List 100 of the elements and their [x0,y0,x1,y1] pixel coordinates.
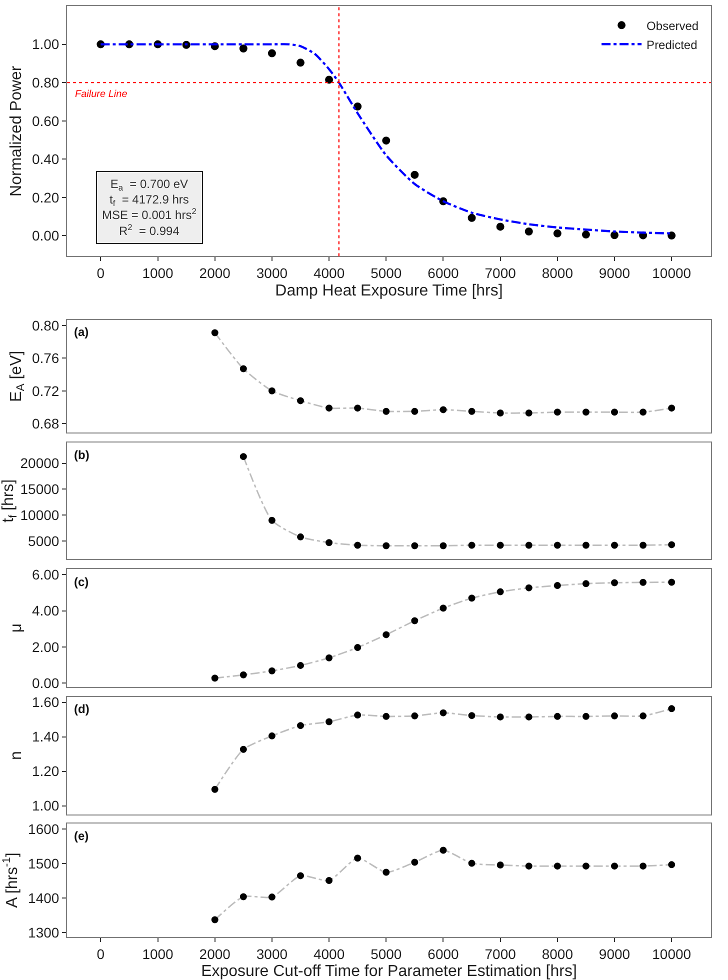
point [468,408,476,415]
point [211,329,218,336]
x-tick-label: 1000 [142,946,174,962]
ref-line-label: Failure Line [75,89,128,100]
x-tick-label: 2000 [199,264,231,281]
x-tick-label: 4000 [313,264,345,281]
x-tick-label: 4000 [313,946,345,962]
point [668,578,676,586]
point [354,542,362,549]
point [411,542,418,550]
x-tick-label: 2000 [199,946,231,962]
x-tick-label: 10000 [652,946,692,962]
y-tick-label: 1500 [28,856,60,872]
x-tick-label: 8000 [542,946,574,962]
point [354,404,362,412]
point [496,588,504,596]
point [496,713,504,720]
y-tick-label: 1.00 [32,798,60,814]
x-tick-label: 1000 [142,264,174,281]
y-tick-label: 4.00 [32,602,60,619]
point [325,76,334,84]
x-tick-label: 0 [96,946,105,962]
y-tick-label: 2.00 [32,638,60,655]
y-tick-label: 0.00 [32,228,60,244]
y-tick-label: 5000 [28,532,60,549]
point [525,862,532,870]
y-tick-label: 1600 [28,821,60,838]
x-axis-title: Exposure Cut-off Time for Parameter Estimation [hrs] [201,963,577,980]
point [354,712,362,719]
point [411,617,418,624]
annotation: MSE = 0.001 hrs$^{2}$ [102,206,197,222]
y-tick-label: 15000 [20,481,60,498]
point [297,722,304,730]
point [668,404,676,412]
point [211,916,218,924]
y-tick-label: 0.68 [32,416,60,432]
y-tick-label: 0.80 [32,317,60,334]
point [326,877,333,884]
point [440,846,447,854]
point [268,894,276,901]
point [668,861,676,868]
point [411,858,418,866]
point [640,862,647,870]
y-tick-label: 0.60 [32,112,60,129]
point [611,712,618,720]
point [554,408,561,416]
point [496,862,504,869]
y-tick-label: 10000 [20,507,60,524]
point [268,49,276,58]
point [554,712,561,720]
point [468,594,476,602]
point [326,539,333,546]
annotation: (c) [74,575,89,589]
x-tick-label: 5000 [370,264,402,281]
point [354,102,362,110]
point [582,712,590,720]
annotation: R$^{2}$ = 0.994 [119,222,180,238]
point [582,580,590,588]
point [440,406,447,414]
x-tick-label: 7000 [484,264,516,281]
point [611,579,618,586]
point [268,732,276,740]
point [524,228,533,236]
point [296,58,305,67]
point [382,542,390,550]
point [582,542,590,549]
y-tick-label: 0.00 [32,675,60,692]
point [611,862,618,870]
point [668,232,676,240]
point [582,230,590,239]
x-tick-label: 5000 [370,946,402,962]
y-axis-title: Normalized Power [8,65,25,196]
annotation: E$_{a}$ = 0.700 eV [110,177,188,193]
y-tick-label: 1.00 [32,36,60,52]
point [525,542,532,549]
x-tick-label: 6000 [428,946,460,962]
point [354,854,362,862]
x-tick-label: 10000 [652,264,692,281]
point [382,136,390,145]
point [268,387,276,394]
annotation: t$_{f}$ = 4172.9 hrs [110,192,189,208]
point [240,671,247,678]
point [326,404,333,412]
legend-label: Observed [646,18,699,33]
point [668,705,676,712]
x-tick-label: 9000 [598,946,630,962]
point [440,542,447,550]
y-axis-title: μ [8,623,25,633]
annotation: (e) [74,829,89,843]
point [468,542,476,549]
point [440,709,447,716]
point [553,229,562,238]
point [354,644,362,652]
point [326,654,333,662]
point [268,667,276,674]
x-tick-label: 3000 [256,946,288,962]
point [525,584,532,592]
point [668,541,676,548]
point [297,872,304,880]
point [411,712,418,720]
